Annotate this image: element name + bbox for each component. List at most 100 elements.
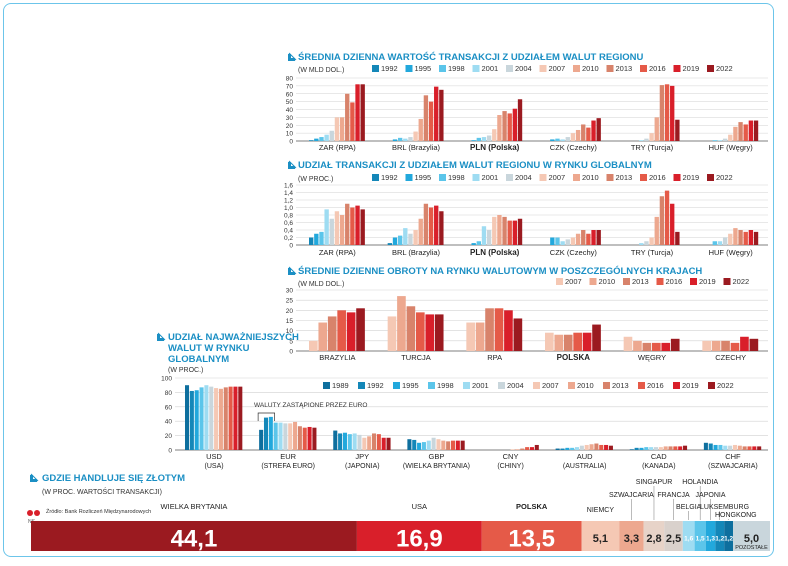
legend-swatch — [323, 382, 330, 389]
zloty-value: 1,3 — [706, 535, 715, 542]
category-sub-label: (JAPONIA) — [345, 463, 380, 470]
category-label: JPY — [355, 452, 369, 461]
credit-logo-icon — [27, 510, 40, 516]
bar — [673, 446, 678, 450]
category-label: TURCJA — [401, 353, 431, 362]
legend-swatch — [393, 382, 400, 389]
bar — [439, 89, 444, 141]
chart-major-currencies — [175, 377, 768, 451]
zloty-segment — [481, 521, 582, 551]
bar — [512, 220, 518, 245]
bar — [668, 446, 673, 450]
legend-swatch — [707, 174, 714, 181]
y-tick-label: 40 — [286, 107, 294, 114]
chart-title: ŚREDNIE DZIENNE OBROTY NA RYNKU WALUTOWY… — [298, 265, 702, 277]
bar — [475, 322, 485, 351]
legend-swatch — [656, 278, 664, 285]
bar — [362, 437, 367, 450]
zloty-segment — [724, 521, 734, 551]
title-arrow-icon — [157, 332, 166, 341]
legend-label: 2013 — [612, 381, 629, 390]
bar — [513, 318, 523, 351]
legend-label: 2016 — [666, 277, 683, 286]
zloty-value: 13,5 — [508, 526, 555, 553]
bar — [434, 86, 439, 141]
bar — [748, 120, 754, 141]
bar — [502, 216, 507, 245]
bar — [397, 235, 403, 245]
category-label: CZK (Czechy) — [550, 248, 598, 257]
bar — [654, 216, 659, 245]
bar — [346, 312, 356, 351]
bar — [573, 332, 582, 351]
bar — [507, 220, 512, 245]
bar — [356, 308, 365, 351]
bar — [403, 228, 408, 245]
bar — [471, 140, 476, 141]
bar — [185, 385, 190, 450]
bar — [309, 140, 314, 141]
bar — [333, 430, 338, 450]
bar — [592, 324, 601, 351]
bar — [652, 342, 661, 351]
bar — [555, 237, 560, 245]
bar — [560, 241, 565, 245]
zloty-segment — [581, 521, 620, 551]
zloty-name: WIELKA BRYTANIA — [161, 502, 228, 511]
category-label: BRAZYLIA — [319, 353, 355, 362]
bar — [329, 218, 334, 245]
bar — [517, 218, 523, 245]
bar — [520, 448, 525, 450]
zloty-value: 2,5 — [666, 533, 681, 545]
zloty-value: 3,3 — [624, 533, 639, 545]
category-label: CAD — [651, 452, 667, 461]
bar — [740, 336, 749, 351]
bar — [730, 342, 740, 351]
y-tick-label: 30 — [286, 115, 294, 122]
legend-swatch — [439, 65, 446, 72]
bar — [189, 390, 194, 450]
bar — [387, 316, 397, 351]
zloty-name: NIEMCY — [587, 507, 615, 514]
bar — [678, 446, 683, 450]
y-tick-label: 1,6 — [284, 183, 293, 190]
category-label: USD — [206, 452, 222, 461]
legend-swatch — [405, 174, 413, 181]
bar — [670, 85, 675, 141]
bar — [283, 423, 288, 450]
category-sub-label: (STREFA EURO) — [261, 463, 315, 470]
zloty-value: 1,5 — [696, 535, 705, 542]
legend-label: 2013 — [632, 277, 649, 286]
bar — [268, 416, 273, 450]
category-label: POLSKA — [557, 353, 591, 362]
category-label: CNY — [503, 452, 519, 461]
y-tick-label: 70 — [286, 83, 294, 90]
category-label: WĘGRY — [638, 353, 666, 362]
bar — [471, 243, 476, 245]
bar — [497, 215, 502, 245]
bar — [408, 137, 413, 141]
bar — [675, 119, 680, 141]
chart-unit: (W MLD DOL.) — [298, 67, 344, 74]
bar — [644, 447, 649, 450]
bar — [460, 440, 465, 450]
bar — [228, 386, 233, 450]
bar — [732, 444, 737, 450]
legend-label: 2019 — [683, 64, 700, 73]
bar — [591, 230, 596, 245]
bar — [545, 332, 554, 351]
legend-label: 1995 — [415, 64, 432, 73]
zloty-segment — [705, 521, 716, 551]
bar — [345, 93, 350, 141]
legend-swatch — [673, 382, 680, 389]
bar — [318, 322, 328, 351]
bar — [555, 138, 560, 141]
category-label: PLN (Polska) — [470, 248, 520, 257]
bar — [293, 421, 298, 450]
bar — [565, 239, 570, 245]
bar — [314, 233, 319, 245]
bar — [529, 447, 534, 450]
category-sub-label: (AUSTRALIA) — [563, 463, 607, 470]
bar — [738, 230, 743, 245]
legend-swatch — [405, 65, 413, 72]
